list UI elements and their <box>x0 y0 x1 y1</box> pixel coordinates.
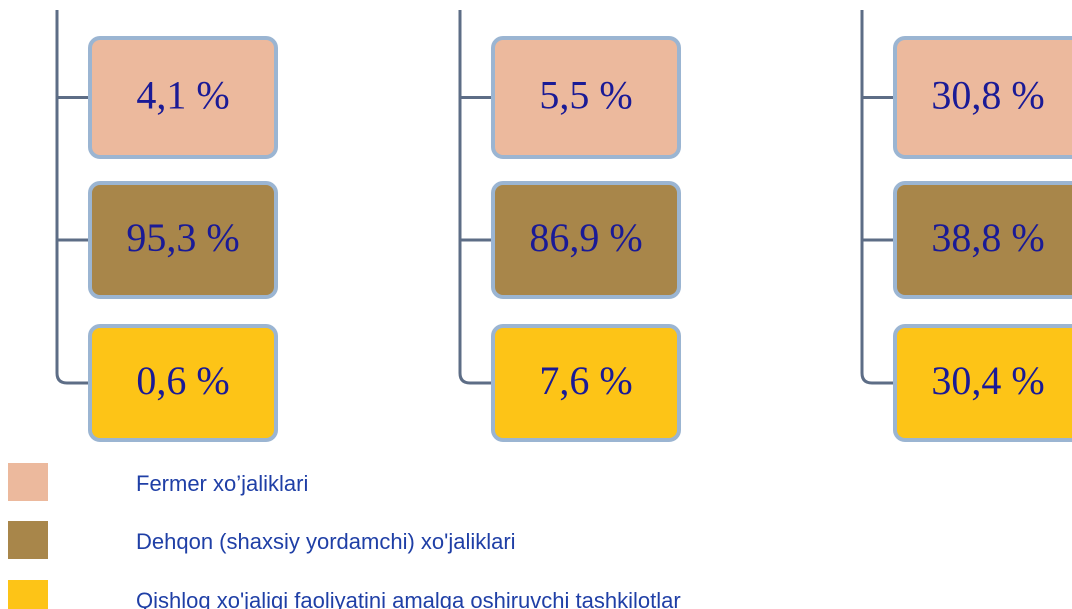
legend-swatch <box>8 463 48 501</box>
legend-label: Fermer xo’jaliklari <box>136 471 308 496</box>
value-text: 30,4 % <box>931 358 1044 403</box>
diagram: 4,1 % 95,3 % 0,6 % 5,5 % 86,9 % 7,6 % 30,8 % 38… <box>0 0 1072 609</box>
value-text: 95,3 % <box>126 215 239 260</box>
legend-label: Qishloq xo'jaligi faoliyatini amalga osh… <box>136 588 681 609</box>
value-text: 4,1 % <box>136 73 229 118</box>
legend-swatch <box>8 521 48 559</box>
connector-trunk <box>57 10 90 383</box>
value-text: 5,5 % <box>539 73 632 118</box>
value-text: 7,6 % <box>539 358 632 403</box>
value-text: 86,9 % <box>529 215 642 260</box>
connector-trunk <box>862 10 895 383</box>
connector-trunk <box>460 10 493 383</box>
legend-swatch <box>8 580 48 609</box>
legend-label: Dehqon (shaxsiy yordamchi) xo'jaliklari <box>136 529 516 554</box>
value-text: 0,6 % <box>136 358 229 403</box>
value-text: 30,8 % <box>931 73 1044 118</box>
value-text: 38,8 % <box>931 215 1044 260</box>
